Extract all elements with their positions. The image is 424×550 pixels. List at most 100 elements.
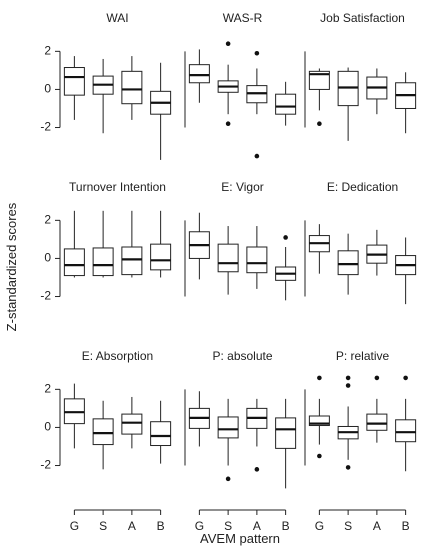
- iqr-box: [308, 70, 330, 90]
- box-B: [395, 237, 417, 305]
- x-tick-label: G: [70, 519, 79, 533]
- iqr-box: [395, 419, 417, 443]
- iqr-box: [150, 421, 172, 447]
- outlier-point: [317, 453, 322, 459]
- outlier-point: [345, 375, 351, 381]
- box-B: [150, 400, 172, 464]
- box-A: [121, 210, 143, 278]
- y-tick-label: 2: [44, 213, 51, 227]
- panel-e-absorption: E: Absorption 2 0 -2 G S A B: [40, 349, 172, 533]
- y-tick-label: 0: [44, 82, 51, 96]
- panel-title: WAI: [106, 11, 128, 25]
- y-tick-label: 2: [44, 382, 51, 396]
- iqr-box: [217, 243, 239, 273]
- x-tick-label: A: [128, 519, 136, 533]
- box-B: [150, 210, 172, 278]
- panel-title: P: absolute: [212, 349, 272, 363]
- x-tick-label: S: [344, 519, 352, 533]
- x-tick-label: B: [282, 519, 290, 533]
- iqr-box: [337, 250, 359, 276]
- outlier-point: [225, 121, 231, 127]
- iqr-box: [188, 64, 210, 84]
- box-B: [395, 72, 417, 134]
- box-B: [275, 235, 297, 301]
- box-S: [92, 58, 114, 134]
- panel-wai: WAI 2 0 -2: [40, 11, 172, 160]
- box-S: [92, 400, 114, 470]
- box-A: [246, 226, 268, 289]
- panel-title: E: Absorption: [82, 349, 153, 363]
- panel-e-vigor: E: Vigor: [184, 180, 297, 301]
- iqr-box: [121, 413, 143, 435]
- y-tick-label: -2: [40, 120, 51, 134]
- box-G: [188, 49, 210, 103]
- box-G: [308, 224, 330, 274]
- panel-title: WAS-R: [223, 11, 263, 25]
- panel-e-dedication: E: Dedication: [304, 180, 417, 305]
- box-S: [337, 67, 359, 141]
- panel-title: Turnover Intention: [69, 180, 166, 194]
- outlier-point: [345, 383, 351, 388]
- box-A: [246, 50, 268, 159]
- x-tick-label: G: [195, 519, 204, 533]
- iqr-box: [92, 247, 114, 277]
- panel-was-r: WAS-R: [184, 11, 297, 159]
- x-tick-label: B: [402, 519, 410, 533]
- box-B: [395, 375, 417, 472]
- outlier-point: [403, 375, 408, 381]
- y-axis-label: Z-standardized scores: [4, 202, 19, 331]
- outlier-point: [254, 467, 260, 472]
- panel-title: P: relative: [336, 349, 390, 363]
- box-A: [121, 56, 143, 120]
- box-S: [337, 233, 359, 295]
- outlier-point: [317, 375, 322, 381]
- x-tick-label: S: [224, 519, 232, 533]
- y-tick-label: -2: [40, 458, 51, 472]
- x-tick-label: S: [99, 519, 107, 533]
- iqr-box: [121, 246, 143, 276]
- box-G: [63, 383, 85, 449]
- box-G: [63, 210, 85, 278]
- iqr-box: [308, 415, 330, 427]
- y-tick-label: 2: [44, 44, 51, 58]
- iqr-box: [366, 413, 388, 431]
- x-tick-label: B: [157, 519, 165, 533]
- iqr-box: [275, 93, 297, 115]
- y-tick-label: 0: [44, 420, 51, 434]
- panel-p-relative: P: relative G S A B: [304, 349, 417, 533]
- panel-title: E: Dedication: [327, 180, 398, 194]
- box-A: [366, 375, 388, 443]
- iqr-box: [246, 246, 268, 274]
- panel-title: Job Satisfaction: [320, 11, 405, 25]
- box-A: [246, 398, 268, 472]
- box-G: [188, 391, 210, 447]
- box-G: [63, 56, 85, 120]
- box-G: [308, 68, 330, 127]
- y-tick-label: -2: [40, 289, 51, 303]
- outlier-point: [317, 121, 322, 127]
- box-S: [337, 375, 359, 470]
- outlier-point: [254, 153, 260, 159]
- panel-job-satisfaction: Job Satisfaction: [304, 11, 417, 141]
- outlier-point: [345, 465, 351, 470]
- panel-title: E: Vigor: [221, 180, 263, 194]
- box-A: [366, 68, 388, 115]
- iqr-box: [150, 243, 172, 271]
- x-tick-label: G: [315, 519, 324, 533]
- y-tick-label: 0: [44, 251, 51, 265]
- box-S: [217, 398, 239, 482]
- outlier-point: [283, 235, 288, 240]
- box-S: [217, 226, 239, 295]
- x-tick-label: A: [373, 519, 381, 533]
- iqr-box: [121, 70, 143, 105]
- panel-turnover-intention: Turnover Intention 2 0 -2: [40, 180, 172, 303]
- box-G: [188, 212, 210, 280]
- box-B: [275, 398, 297, 489]
- outlier-point: [374, 375, 380, 381]
- panel-p-absolute: P: absolute G S A B: [184, 349, 297, 533]
- iqr-box: [63, 248, 85, 277]
- iqr-box: [217, 416, 239, 439]
- iqr-box: [275, 417, 297, 449]
- box-B: [150, 62, 172, 160]
